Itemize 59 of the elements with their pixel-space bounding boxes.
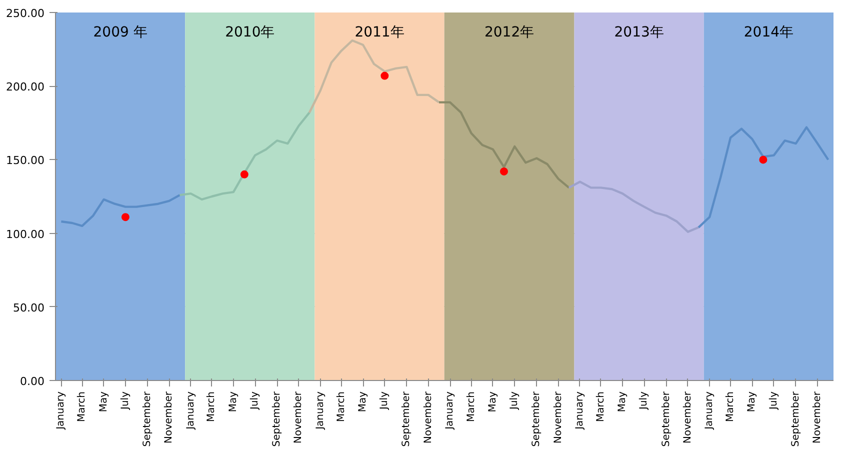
x-tick-label: January [704, 391, 716, 430]
point [380, 72, 389, 80]
x-tick-label: July [638, 391, 650, 410]
line-series [568, 180, 700, 233]
x-tick-label: May [617, 391, 628, 412]
x-tick-label: January [314, 391, 326, 430]
x-tick-label: May [487, 391, 498, 412]
x-tick-label: March [206, 392, 218, 422]
x-tick-label: March [76, 392, 88, 422]
band-label: 2011年 [354, 24, 404, 40]
x-tick-label: July [509, 391, 520, 410]
y-tick-label: 250.00 [6, 7, 45, 20]
line-series [308, 39, 440, 114]
x-tick-label: July [250, 391, 261, 410]
x-tick-label: July [379, 391, 390, 410]
x-tick-label: September [272, 390, 283, 447]
point [500, 167, 508, 176]
band-label: 2014年 [744, 24, 794, 40]
band-label: 2012年 [484, 24, 534, 40]
point [759, 156, 768, 164]
x-tick-label: November [422, 390, 434, 444]
line-series [438, 101, 570, 189]
x-tick-label: November [293, 390, 304, 444]
y-tick-label: 100.00 [6, 228, 45, 241]
line-series [178, 111, 310, 201]
point [240, 170, 248, 178]
line-series [697, 126, 830, 229]
point [121, 213, 130, 222]
y-tick-label: 150.00 [6, 154, 45, 168]
y-tick-label: 200.00 [6, 80, 45, 94]
x-tick-label: September [531, 390, 542, 447]
y-tick-label: 50.00 [13, 301, 45, 314]
x-tick-label: January [56, 391, 67, 430]
x-tick-label: May [228, 391, 239, 412]
x-tick-label: September [142, 390, 153, 447]
y-tick-label: 0.00 [20, 375, 45, 388]
band-label: 2010年 [225, 24, 275, 40]
x-tick-label: March [336, 392, 347, 422]
x-tick-label: May [746, 391, 758, 412]
x-tick-label: January [444, 391, 456, 430]
x-tick-label: November [682, 390, 694, 444]
x-tick-label: March [466, 392, 477, 422]
line-series [60, 194, 181, 228]
x-tick-label: May [98, 391, 110, 412]
x-tick-label: November [164, 390, 175, 444]
x-tick-label: March [725, 392, 736, 422]
x-tick-label: January [574, 391, 586, 430]
band-label: 2009 年 [93, 24, 148, 40]
band-label: 2013年 [614, 24, 664, 40]
x-tick-label: November [552, 390, 564, 444]
x-tick-label: May [358, 391, 369, 412]
x-tick-label: September [401, 390, 412, 447]
x-tick-label: March [595, 392, 606, 422]
x-tick-label: July [120, 391, 131, 410]
x-tick-label: September [790, 390, 802, 447]
x-tick-label: July [768, 391, 780, 410]
x-tick-label: November [812, 390, 824, 444]
x-tick-label: September [660, 390, 672, 447]
x-tick-label: January [185, 391, 196, 430]
